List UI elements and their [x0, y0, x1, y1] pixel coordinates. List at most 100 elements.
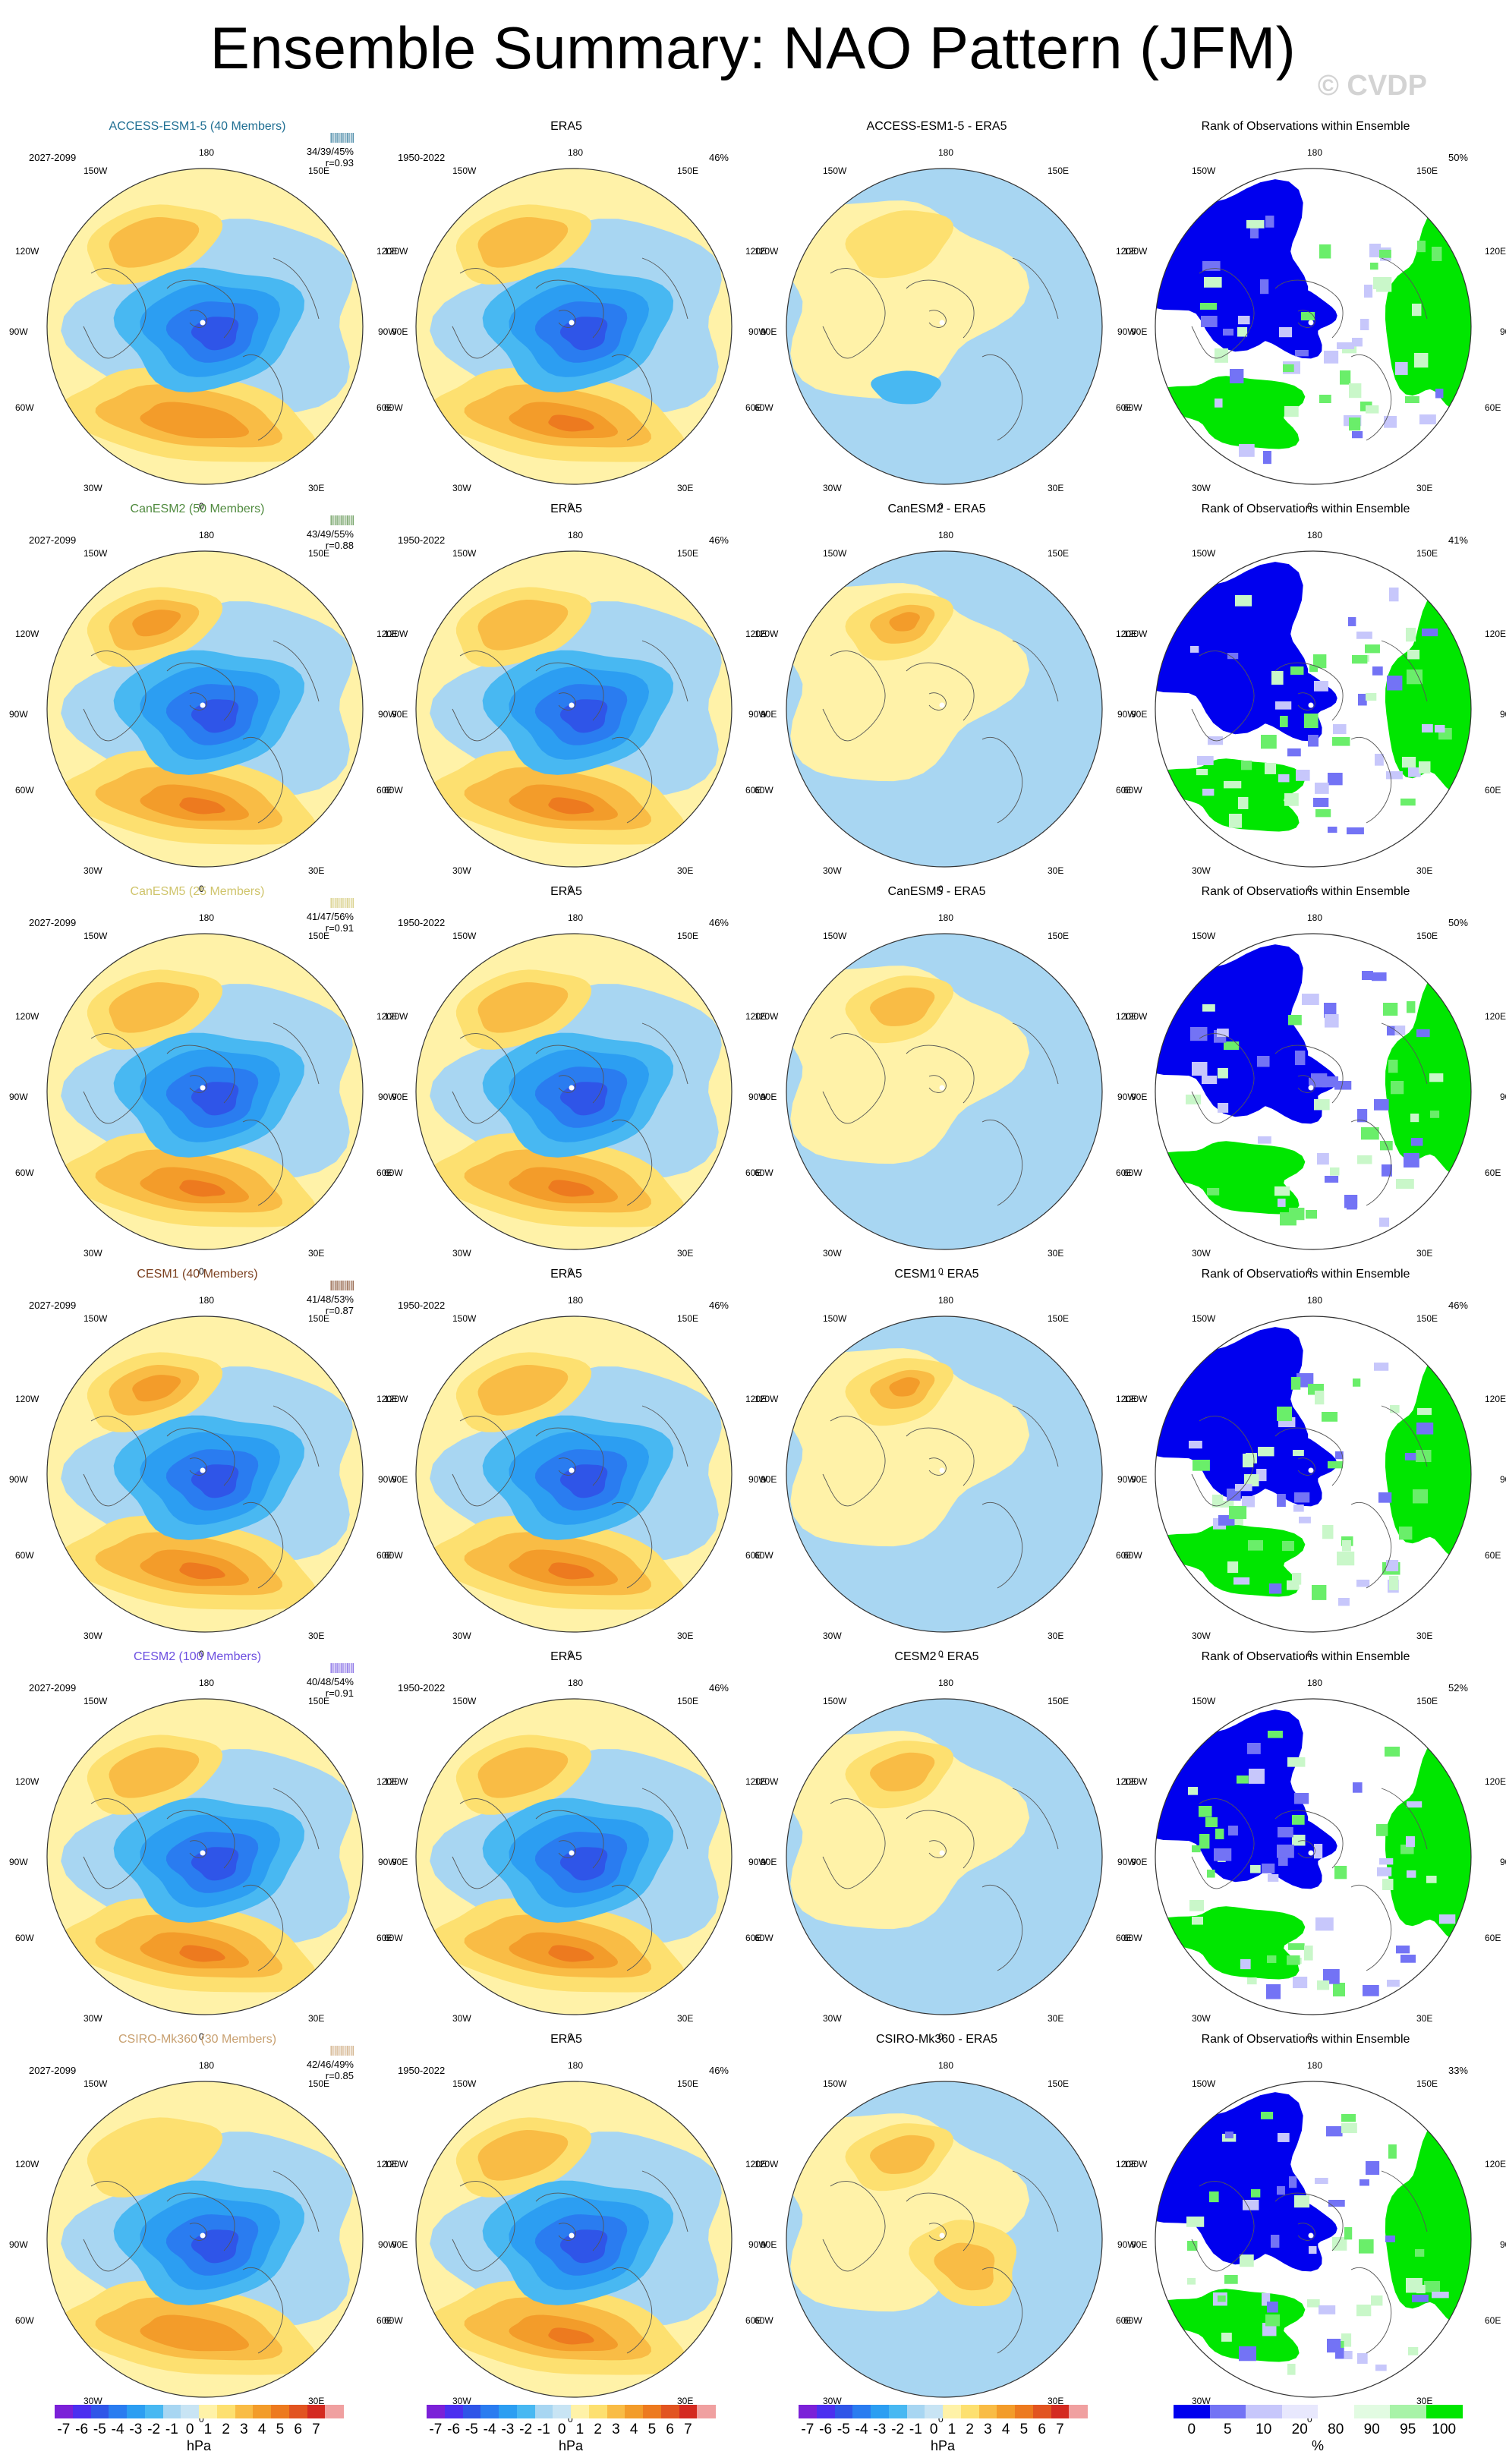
coastlines	[822, 2170, 1059, 2354]
rank-cell	[1337, 342, 1355, 349]
rank-cell	[1207, 1188, 1220, 1196]
rank-cell	[1258, 1136, 1271, 1144]
rank-cell	[1328, 827, 1337, 833]
colorbar-swatch	[1318, 2405, 1354, 2418]
rank-cell	[1315, 2178, 1328, 2185]
diff-title: CESM2 - ERA5	[894, 1650, 979, 1663]
longitude-label: 150W	[1192, 1696, 1216, 1706]
longitude-label: 30W	[452, 483, 471, 493]
colorbar-swatch	[571, 2405, 590, 2418]
rank-cell	[1238, 316, 1250, 325]
longitude-label: 150E	[308, 931, 330, 941]
variance-stats: 40/48/54%	[306, 1676, 354, 1687]
years-label: 2027-2099	[29, 1682, 77, 1694]
map-border	[786, 2081, 1103, 2398]
longitude-label: 120E	[376, 246, 399, 257]
colorbar-tick: 1	[947, 2421, 956, 2437]
longitude-label: 30W	[1192, 2396, 1211, 2406]
longitude-label: 120W	[1123, 629, 1148, 639]
colorbar-swatch	[1353, 2405, 1391, 2418]
longitude-label: 150E	[1048, 931, 1070, 941]
rank-cell	[1262, 1864, 1275, 1873]
variance-stats: 42/46/49%	[306, 2059, 354, 2070]
rank-cell	[1251, 2189, 1261, 2198]
pole-marker	[939, 2232, 945, 2239]
rank-high-zone-2	[1155, 758, 1306, 832]
rank-cell	[1370, 263, 1378, 270]
rank-cell	[1215, 348, 1228, 363]
longitude-label: 90W	[748, 2239, 767, 2250]
rank-cell	[1188, 1787, 1199, 1795]
rank-cell	[1224, 1041, 1240, 1051]
colorbar-unit: hPa	[930, 2438, 956, 2453]
longitude-label: 90E	[1500, 326, 1506, 337]
colorbar-swatch	[427, 2405, 446, 2418]
pole-marker	[569, 320, 575, 326]
rank-title: Rank of Observations within Ensemble	[1201, 1268, 1410, 1281]
colorbar-swatch	[925, 2405, 944, 2418]
rank-cell	[1369, 244, 1381, 257]
longitude-label: 90E	[1500, 1092, 1506, 1102]
rank-panel: Rank of Observations within Ensemble 52% 1…	[1117, 1650, 1506, 2042]
colorbar-tick: 10	[1256, 2421, 1272, 2437]
colorbar-swatch	[144, 2405, 163, 2418]
rank-cell	[1250, 226, 1259, 239]
colorbar-swatch	[660, 2405, 679, 2418]
variance-stats: 34/39/45%	[306, 146, 354, 157]
rank-cell	[1274, 1186, 1290, 1196]
longitude-label: 60W	[755, 1167, 773, 1178]
polar-map	[1155, 550, 1472, 868]
coastlines	[452, 1022, 688, 1206]
rank-low-zone-2	[1218, 1434, 1337, 1507]
longitude-label: 30W	[83, 2013, 102, 2024]
pole-marker	[200, 1085, 206, 1091]
longitude-label: 150W	[452, 2078, 477, 2089]
rank-cell	[1287, 1580, 1300, 1590]
colorbar-tick: 5	[1019, 2421, 1029, 2437]
colorbar-swatch	[1426, 2405, 1463, 2418]
longitude-label: 60W	[384, 1933, 403, 1943]
rank-panel: Rank of Observations within Ensemble 33% 1…	[1117, 2033, 1506, 2425]
pacific-high-peak	[132, 610, 181, 637]
longitude-label: 0	[199, 501, 204, 512]
rank-cell	[1357, 2353, 1368, 2364]
map-field	[786, 1699, 1102, 2015]
rank-cell	[1269, 1583, 1282, 1594]
longitude-label: 150E	[1048, 548, 1070, 559]
coastlines	[452, 1405, 688, 1589]
model-title: CanESM2 (50 Members)	[130, 503, 265, 515]
rank-cell	[1212, 1495, 1224, 1508]
rank-cell	[1378, 1492, 1392, 1503]
rank-cell	[1408, 2347, 1419, 2355]
colorbar-tick: -5	[836, 2421, 850, 2437]
colorbar-swatch	[534, 2405, 553, 2418]
variance-stats: 43/49/55%	[306, 528, 354, 540]
rank-cell	[1309, 665, 1319, 673]
longitude-label: 60E	[1485, 1550, 1501, 1561]
map-field	[786, 2081, 1102, 2397]
rank-cell	[1296, 770, 1310, 781]
longitude-label: 0	[1307, 2414, 1312, 2425]
rank-cell	[1335, 1451, 1344, 1460]
map-field	[1155, 551, 1471, 867]
rank-cell	[1294, 1793, 1309, 1804]
longitude-label: 90E	[392, 1092, 408, 1102]
longitude-label: 180	[199, 147, 215, 158]
atlantic-high-peak	[140, 402, 250, 439]
colorbar-swatch	[72, 2405, 91, 2418]
longitude-label: 150W	[1192, 931, 1216, 941]
rank-cell	[1292, 1815, 1305, 1825]
rank-cell	[1373, 277, 1383, 289]
rank-cell	[1268, 1874, 1279, 1882]
longitude-label: 120E	[376, 629, 399, 639]
rank-cell	[1277, 1845, 1294, 1858]
rank-cell	[1201, 316, 1218, 327]
model-title: CanESM5 (25 Members)	[130, 885, 265, 898]
rank-cell	[1429, 1073, 1444, 1082]
rank-cell	[1341, 2123, 1357, 2134]
rank-cell	[1348, 617, 1356, 626]
coastlines	[83, 2170, 320, 2354]
longitude-label: 0	[568, 1266, 573, 1277]
rank-cell	[1315, 783, 1329, 794]
colorbar-swatch	[816, 2405, 835, 2418]
